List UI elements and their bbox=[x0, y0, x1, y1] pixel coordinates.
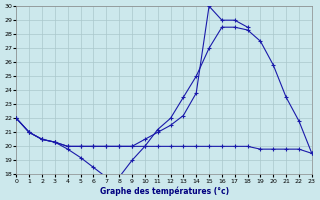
X-axis label: Graphe des températures (°c): Graphe des températures (°c) bbox=[100, 186, 229, 196]
